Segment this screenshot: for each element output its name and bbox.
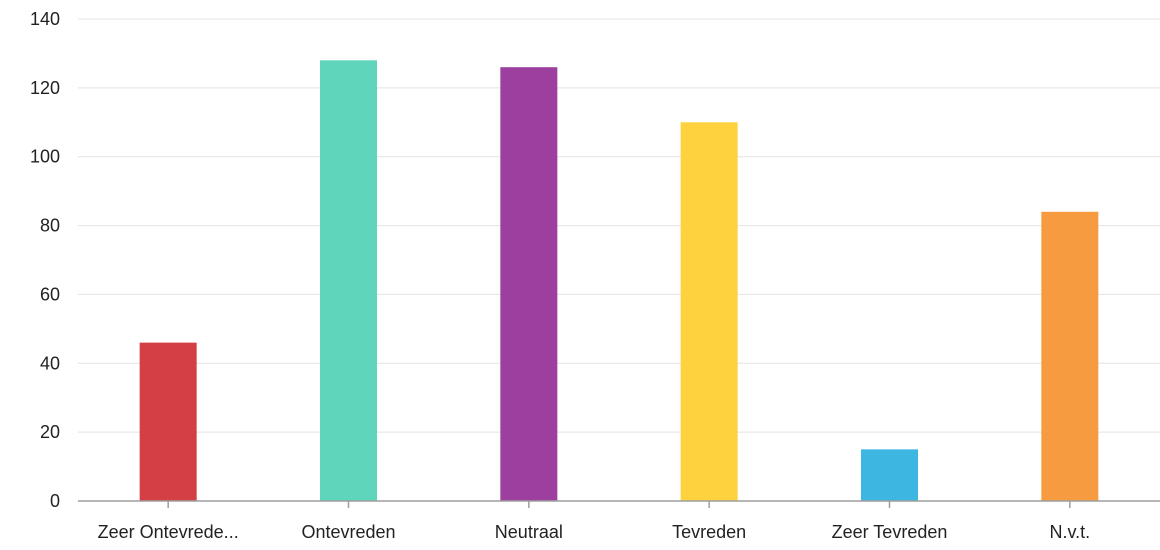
x-category-label: Neutraal [495, 522, 563, 542]
x-category-label: Zeer Tevreden [832, 522, 948, 542]
bars [139, 60, 1099, 502]
y-tick-label: 40 [40, 353, 60, 373]
bar [139, 342, 197, 501]
x-category-label: Zeer Ontevrede... [98, 522, 239, 542]
y-tick-label: 60 [40, 284, 60, 304]
gridlines [78, 18, 1160, 433]
x-axis-category-labels: Zeer Ontevrede... Ontevreden Neutraal Tevre… [98, 522, 1091, 542]
bar [861, 449, 918, 501]
y-tick-label: 140 [30, 9, 60, 29]
y-tick-label: 0 [50, 491, 60, 511]
x-category-label: Tevreden [672, 522, 746, 542]
bar [1041, 211, 1099, 502]
x-axis [78, 500, 1160, 508]
y-tick-label: 20 [40, 422, 60, 442]
bar [320, 60, 377, 502]
y-tick-label: 100 [30, 147, 60, 167]
y-axis-tick-labels: 0 20 40 60 80 100 120 140 [30, 9, 60, 511]
x-category-label: N.v.t. [1049, 522, 1090, 542]
bar [680, 122, 738, 502]
y-tick-label: 80 [40, 216, 60, 236]
y-tick-label: 120 [30, 78, 60, 98]
x-category-label: Ontevreden [301, 522, 395, 542]
bar [500, 67, 558, 501]
